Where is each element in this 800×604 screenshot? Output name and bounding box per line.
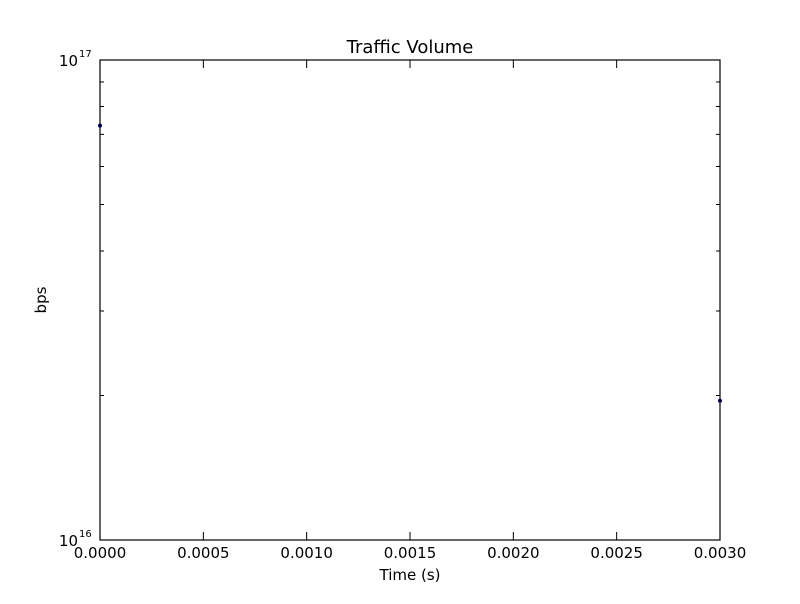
x-tick-label: 0.0010	[280, 544, 333, 562]
y-tick-label-exponent: 16	[79, 529, 92, 540]
x-axis-label: Time (s)	[379, 566, 441, 584]
y-tick-label-exponent: 17	[79, 49, 92, 60]
x-tick-label: 0.0030	[694, 544, 747, 562]
x-tick-label: 0.0025	[590, 544, 643, 562]
y-tick-label: 10	[59, 52, 78, 70]
x-tick-label: 0.0005	[177, 544, 230, 562]
x-tick-label: 0.0000	[74, 544, 127, 562]
plot-frame	[99, 59, 721, 541]
chart-title: Traffic Volume	[346, 37, 474, 58]
x-tick-label: 0.0015	[384, 544, 437, 562]
y-tick-label: 10	[59, 532, 78, 550]
y-axis-label: bps	[32, 286, 50, 313]
x-tick-label: 0.0020	[487, 544, 540, 562]
